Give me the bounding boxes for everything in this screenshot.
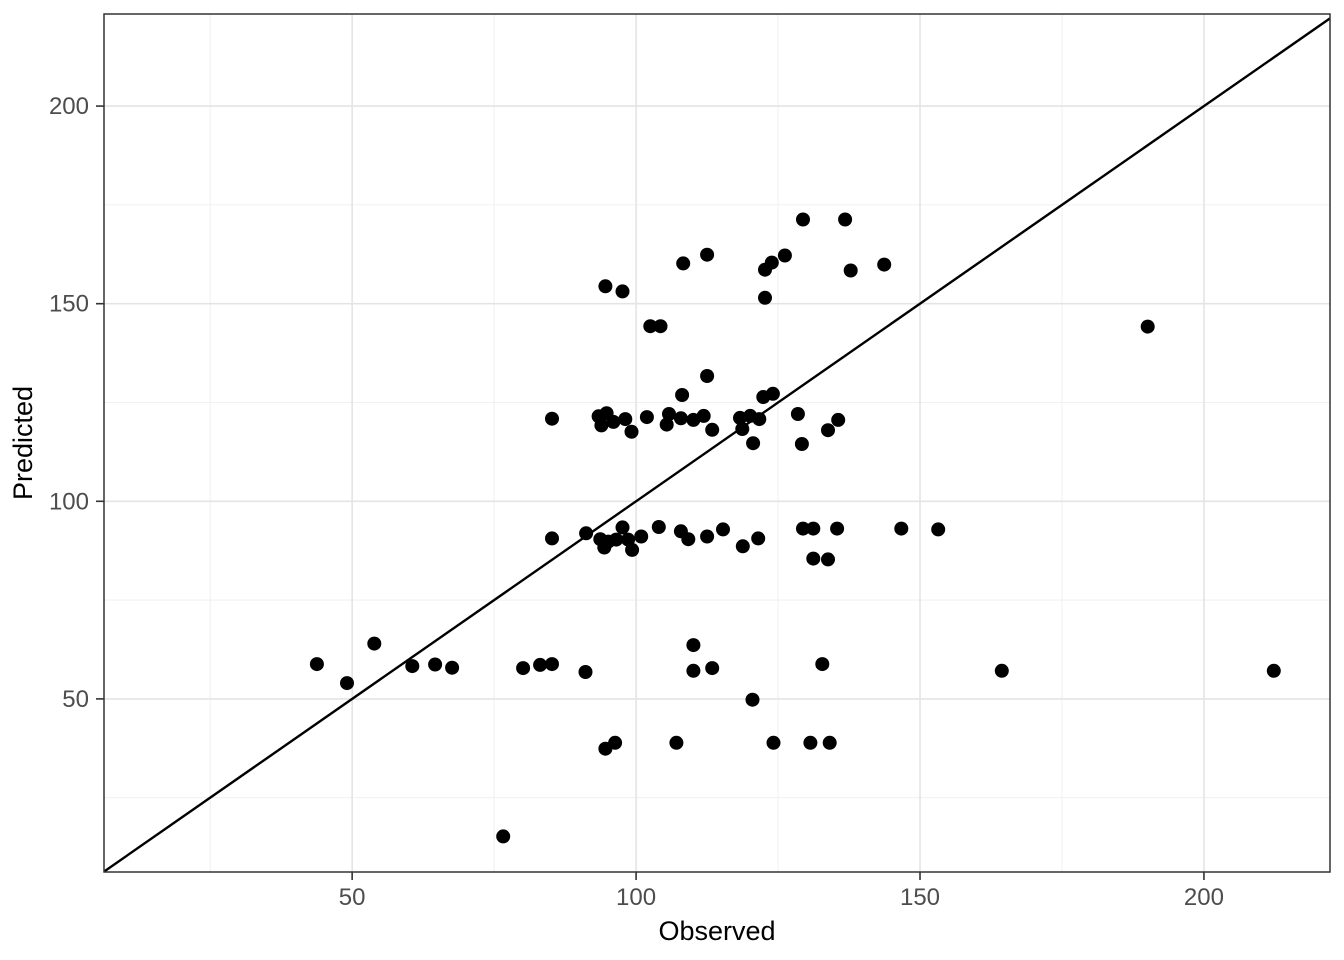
y-tick-label: 200	[49, 93, 89, 120]
data-point	[639, 410, 654, 425]
data-point	[705, 422, 720, 437]
data-point	[669, 735, 684, 750]
data-point	[653, 319, 668, 334]
data-point	[606, 414, 621, 429]
data-point	[746, 436, 761, 451]
data-point	[625, 542, 640, 557]
data-point	[405, 659, 420, 674]
data-point	[545, 657, 559, 672]
x-tick-label: 50	[339, 884, 366, 911]
data-point	[662, 407, 676, 421]
data-point	[659, 417, 674, 432]
data-point	[894, 521, 909, 536]
data-point	[994, 663, 1009, 678]
data-point	[735, 422, 750, 436]
panel-border-rect	[103, 13, 1331, 873]
x-tick-label: 200	[1184, 884, 1224, 911]
y-tick-label: 50	[62, 686, 89, 713]
data-point	[609, 532, 624, 547]
data-point	[545, 411, 559, 426]
data-point	[686, 638, 701, 653]
data-point	[751, 531, 766, 546]
data-point	[796, 212, 810, 227]
data-point	[931, 522, 946, 537]
data-point	[624, 424, 639, 439]
data-point	[735, 539, 750, 554]
data-point	[634, 529, 649, 544]
data-point	[806, 551, 821, 566]
data-point	[764, 255, 779, 270]
data-point	[777, 248, 792, 263]
data-point	[838, 212, 853, 227]
data-point	[686, 663, 701, 678]
data-point	[340, 676, 354, 691]
data-point	[516, 661, 531, 676]
data-point	[716, 522, 730, 537]
data-point	[794, 437, 809, 451]
data-point	[309, 657, 324, 672]
data-point	[766, 735, 781, 750]
data-point	[579, 526, 594, 541]
data-point	[831, 412, 846, 427]
data-point	[821, 423, 835, 438]
data-point	[608, 735, 623, 750]
data-point	[597, 540, 612, 555]
data-point	[700, 247, 715, 262]
data-point	[877, 257, 892, 272]
data-point	[765, 386, 780, 401]
data-point	[545, 531, 559, 546]
y-tick-label: 100	[49, 488, 89, 515]
data-point	[822, 735, 837, 750]
axis-ticks-layer: 50 100 150 200 50 100 150 200	[49, 93, 1224, 911]
data-point	[745, 692, 760, 707]
data-point	[700, 529, 715, 544]
panel-border	[103, 13, 1331, 873]
x-tick-label: 150	[900, 884, 940, 911]
data-point	[821, 552, 835, 567]
data-point	[843, 263, 858, 278]
data-point	[806, 521, 821, 536]
data-points-layer	[103, 17, 1331, 873]
x-axis-title: Observed	[658, 916, 775, 946]
data-point	[533, 657, 548, 672]
data-point	[643, 319, 658, 334]
data-point	[675, 388, 690, 402]
data-point	[618, 412, 633, 427]
data-point	[696, 408, 711, 423]
data-point	[752, 412, 767, 427]
y-tick-label: 150	[49, 291, 89, 318]
data-point	[445, 660, 460, 675]
data-point	[1140, 319, 1155, 334]
data-point	[790, 407, 805, 421]
data-point	[594, 418, 609, 433]
data-point	[796, 521, 810, 536]
data-point	[428, 657, 443, 672]
data-point	[803, 735, 818, 750]
data-point	[705, 661, 720, 676]
y-axis-title: Predicted	[8, 386, 38, 500]
x-tick-label: 100	[616, 884, 656, 911]
data-point	[830, 521, 845, 536]
data-point	[815, 657, 830, 672]
data-point	[1266, 663, 1281, 678]
data-point	[676, 256, 691, 271]
data-point	[578, 665, 593, 679]
data-point	[615, 284, 630, 299]
data-point	[681, 532, 696, 547]
data-point	[615, 520, 630, 535]
data-point	[598, 279, 613, 294]
identity-line	[103, 17, 1331, 873]
data-point	[758, 290, 772, 305]
data-point	[367, 636, 382, 651]
grid-layer	[104, 14, 1330, 872]
data-point	[651, 520, 666, 534]
data-point	[700, 369, 715, 383]
data-point	[496, 829, 511, 844]
data-point	[673, 411, 688, 426]
